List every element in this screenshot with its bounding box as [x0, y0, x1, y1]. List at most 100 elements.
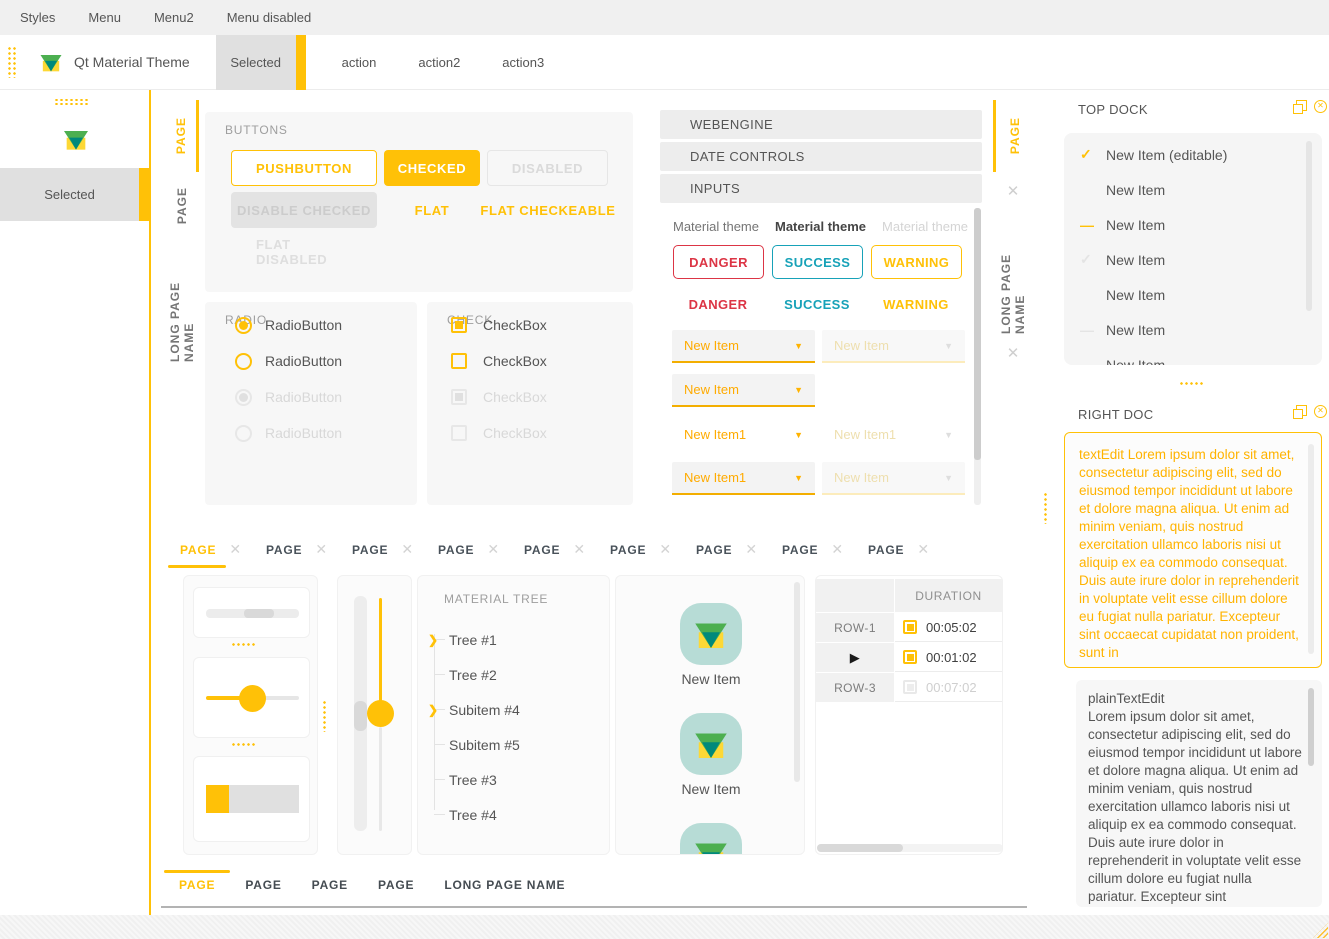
- danger-flat-button[interactable]: DANGER: [688, 296, 748, 312]
- radio-option[interactable]: RadioButton: [235, 384, 417, 410]
- tab-page[interactable]: PAGE ✕: [610, 541, 672, 557]
- list-item[interactable]: New Item: [1064, 312, 1322, 347]
- combobox[interactable]: New Item ▼: [672, 374, 815, 407]
- menu-item[interactable]: Menu: [88, 10, 121, 25]
- expand-chevron-icon[interactable]: ❯: [427, 632, 439, 647]
- dock-splitter[interactable]: [149, 90, 151, 915]
- menu-item[interactable]: Menu2: [153, 10, 194, 25]
- warning-flat-button[interactable]: WARNING: [883, 296, 949, 312]
- list-item[interactable]: New Item: [1106, 181, 1166, 198]
- close-tab-icon[interactable]: ✕: [659, 541, 672, 557]
- cell-checkbox-icon[interactable]: [903, 680, 917, 694]
- tab-page[interactable]: PAGE ✕: [524, 541, 586, 557]
- close-dock-icon[interactable]: ✕: [1314, 405, 1327, 418]
- splitter-handle-icon[interactable]: [231, 742, 257, 747]
- splitter-handle-icon[interactable]: [1179, 381, 1205, 386]
- radio-option[interactable]: RadioButton: [235, 312, 417, 338]
- radio-option[interactable]: RadioButton: [235, 420, 417, 446]
- toolbar-action-button[interactable]: action3: [502, 54, 545, 70]
- table-row[interactable]: ROW-3 00:07:02: [816, 673, 1002, 702]
- tab-page[interactable]: PAGE ✕: [696, 541, 758, 557]
- list-item[interactable]: New Item: [616, 713, 804, 797]
- table-hscrollbar[interactable]: [817, 844, 1002, 852]
- tab-page[interactable]: PAGE ✕: [352, 541, 414, 557]
- close-tab-icon[interactable]: ✕: [1006, 345, 1020, 362]
- toolbar-drag-handle-icon[interactable]: [7, 46, 17, 78]
- tab-page[interactable]: PAGE ✕: [782, 541, 844, 557]
- checkbox-option[interactable]: CheckBox: [451, 312, 633, 338]
- tree-item[interactable]: Subitem #5: [418, 727, 609, 762]
- tab-page[interactable]: PAGE ✕: [266, 541, 328, 557]
- close-tab-icon[interactable]: ✕: [917, 541, 930, 557]
- vertical-tab[interactable]: PAGE: [165, 100, 199, 172]
- plain-text-edit[interactable]: plainTextEdit Lorem ipsum dolor sit amet…: [1076, 680, 1322, 907]
- list-scrollbar[interactable]: [794, 582, 800, 782]
- section-header-date-controls[interactable]: DATE CONTROLS: [660, 142, 982, 171]
- tab-page[interactable]: PAGE ✕: [164, 531, 250, 568]
- horizontal-slider[interactable]: [194, 658, 311, 739]
- close-tab-icon[interactable]: ✕: [315, 541, 328, 557]
- tab-page[interactable]: PAGE ✕: [868, 541, 930, 557]
- float-dock-icon[interactable]: [1293, 100, 1307, 114]
- combobox[interactable]: New Item1 ▼: [672, 462, 815, 495]
- tree-item[interactable]: Tree #4: [418, 797, 609, 832]
- vertical-tab[interactable]: PAGE: [175, 187, 189, 225]
- expand-chevron-icon[interactable]: ❯: [427, 702, 439, 717]
- vertical-tab[interactable]: LONG PAGE NAME: [168, 281, 196, 362]
- list-item[interactable]: New Item: [1064, 242, 1322, 277]
- close-tab-icon[interactable]: ✕: [573, 541, 586, 557]
- list-item[interactable]: New Item: [1106, 286, 1166, 303]
- float-dock-icon[interactable]: [1293, 405, 1307, 419]
- toolbar-action-button[interactable]: action: [341, 54, 377, 70]
- menu-item[interactable]: Styles: [20, 10, 56, 25]
- plain-text-edit-scrollbar[interactable]: [1308, 688, 1314, 766]
- splitter-handle-icon[interactable]: [231, 642, 257, 647]
- flat-button[interactable]: FLAT: [414, 202, 450, 218]
- text-edit-scrollbar[interactable]: [1308, 444, 1314, 654]
- dock-drag-handle-icon[interactable]: [54, 98, 90, 105]
- close-tab-icon[interactable]: ✕: [1006, 183, 1020, 200]
- tree-item[interactable]: Tree #3: [418, 762, 609, 797]
- tree-item[interactable]: ❯ Tree #1: [418, 622, 609, 657]
- list-item[interactable]: [616, 823, 804, 854]
- vertical-tab-page[interactable]: PAGE: [993, 100, 1033, 172]
- close-tab-icon[interactable]: ✕: [831, 541, 844, 557]
- checkbox-option[interactable]: CheckBox: [451, 420, 633, 446]
- radio-option[interactable]: RadioButton: [235, 348, 417, 374]
- success-button[interactable]: SUCCESS: [772, 245, 863, 279]
- tab-page[interactable]: PAGE: [377, 878, 415, 892]
- toolbar-tab-selected[interactable]: Selected: [215, 34, 306, 90]
- dock-list-scrollbar[interactable]: [1306, 141, 1312, 311]
- tab-page[interactable]: PAGE: [245, 878, 282, 892]
- tab-page[interactable]: PAGE: [311, 878, 348, 892]
- section-header-inputs[interactable]: INPUTS: [660, 174, 982, 203]
- toolbar-action-button[interactable]: action2: [418, 54, 461, 70]
- vertical-scrollbar[interactable]: [354, 596, 367, 831]
- pushbutton-button[interactable]: PUSHBUTTON: [231, 150, 377, 186]
- slider-handle[interactable]: [367, 700, 394, 727]
- cell-checkbox-icon[interactable]: [903, 650, 917, 664]
- menu-item[interactable]: Menu disabled: [226, 10, 312, 25]
- tab-page[interactable]: LONG PAGE NAME: [444, 878, 566, 892]
- resize-grip-icon[interactable]: [1313, 923, 1328, 938]
- slider-handle[interactable]: [239, 685, 266, 712]
- cell-checkbox-icon[interactable]: [903, 620, 917, 634]
- close-tab-icon[interactable]: ✕: [229, 541, 242, 557]
- vertical-tab-long-page-name[interactable]: LONG PAGE NAME: [999, 253, 1027, 334]
- checkbox-option[interactable]: CheckBox: [451, 384, 633, 410]
- list-item[interactable]: New Item: [1064, 207, 1322, 242]
- text-edit[interactable]: textEdit Lorem ipsum dolor sit amet, con…: [1064, 432, 1322, 668]
- tree-item[interactable]: ❯ Subitem #4: [418, 692, 609, 727]
- table-row[interactable]: 00:01:02: [816, 643, 1002, 672]
- checkbox-option[interactable]: CheckBox: [451, 348, 633, 374]
- success-flat-button[interactable]: SUCCESS: [784, 296, 850, 312]
- list-item[interactable]: New Item (editable): [1064, 137, 1322, 172]
- tree-item[interactable]: Tree #2: [418, 657, 609, 692]
- combobox[interactable]: New Item ▼: [672, 330, 815, 363]
- list-item[interactable]: New Item: [616, 603, 804, 687]
- tab-page[interactable]: PAGE ✕: [438, 541, 500, 557]
- close-dock-icon[interactable]: ✕: [1314, 100, 1327, 113]
- table-row[interactable]: ROW-1 00:05:02: [816, 613, 1002, 642]
- flat-checkable-button[interactable]: FLAT CHECKEABLE: [480, 202, 616, 218]
- tab-page[interactable]: PAGE: [164, 866, 231, 904]
